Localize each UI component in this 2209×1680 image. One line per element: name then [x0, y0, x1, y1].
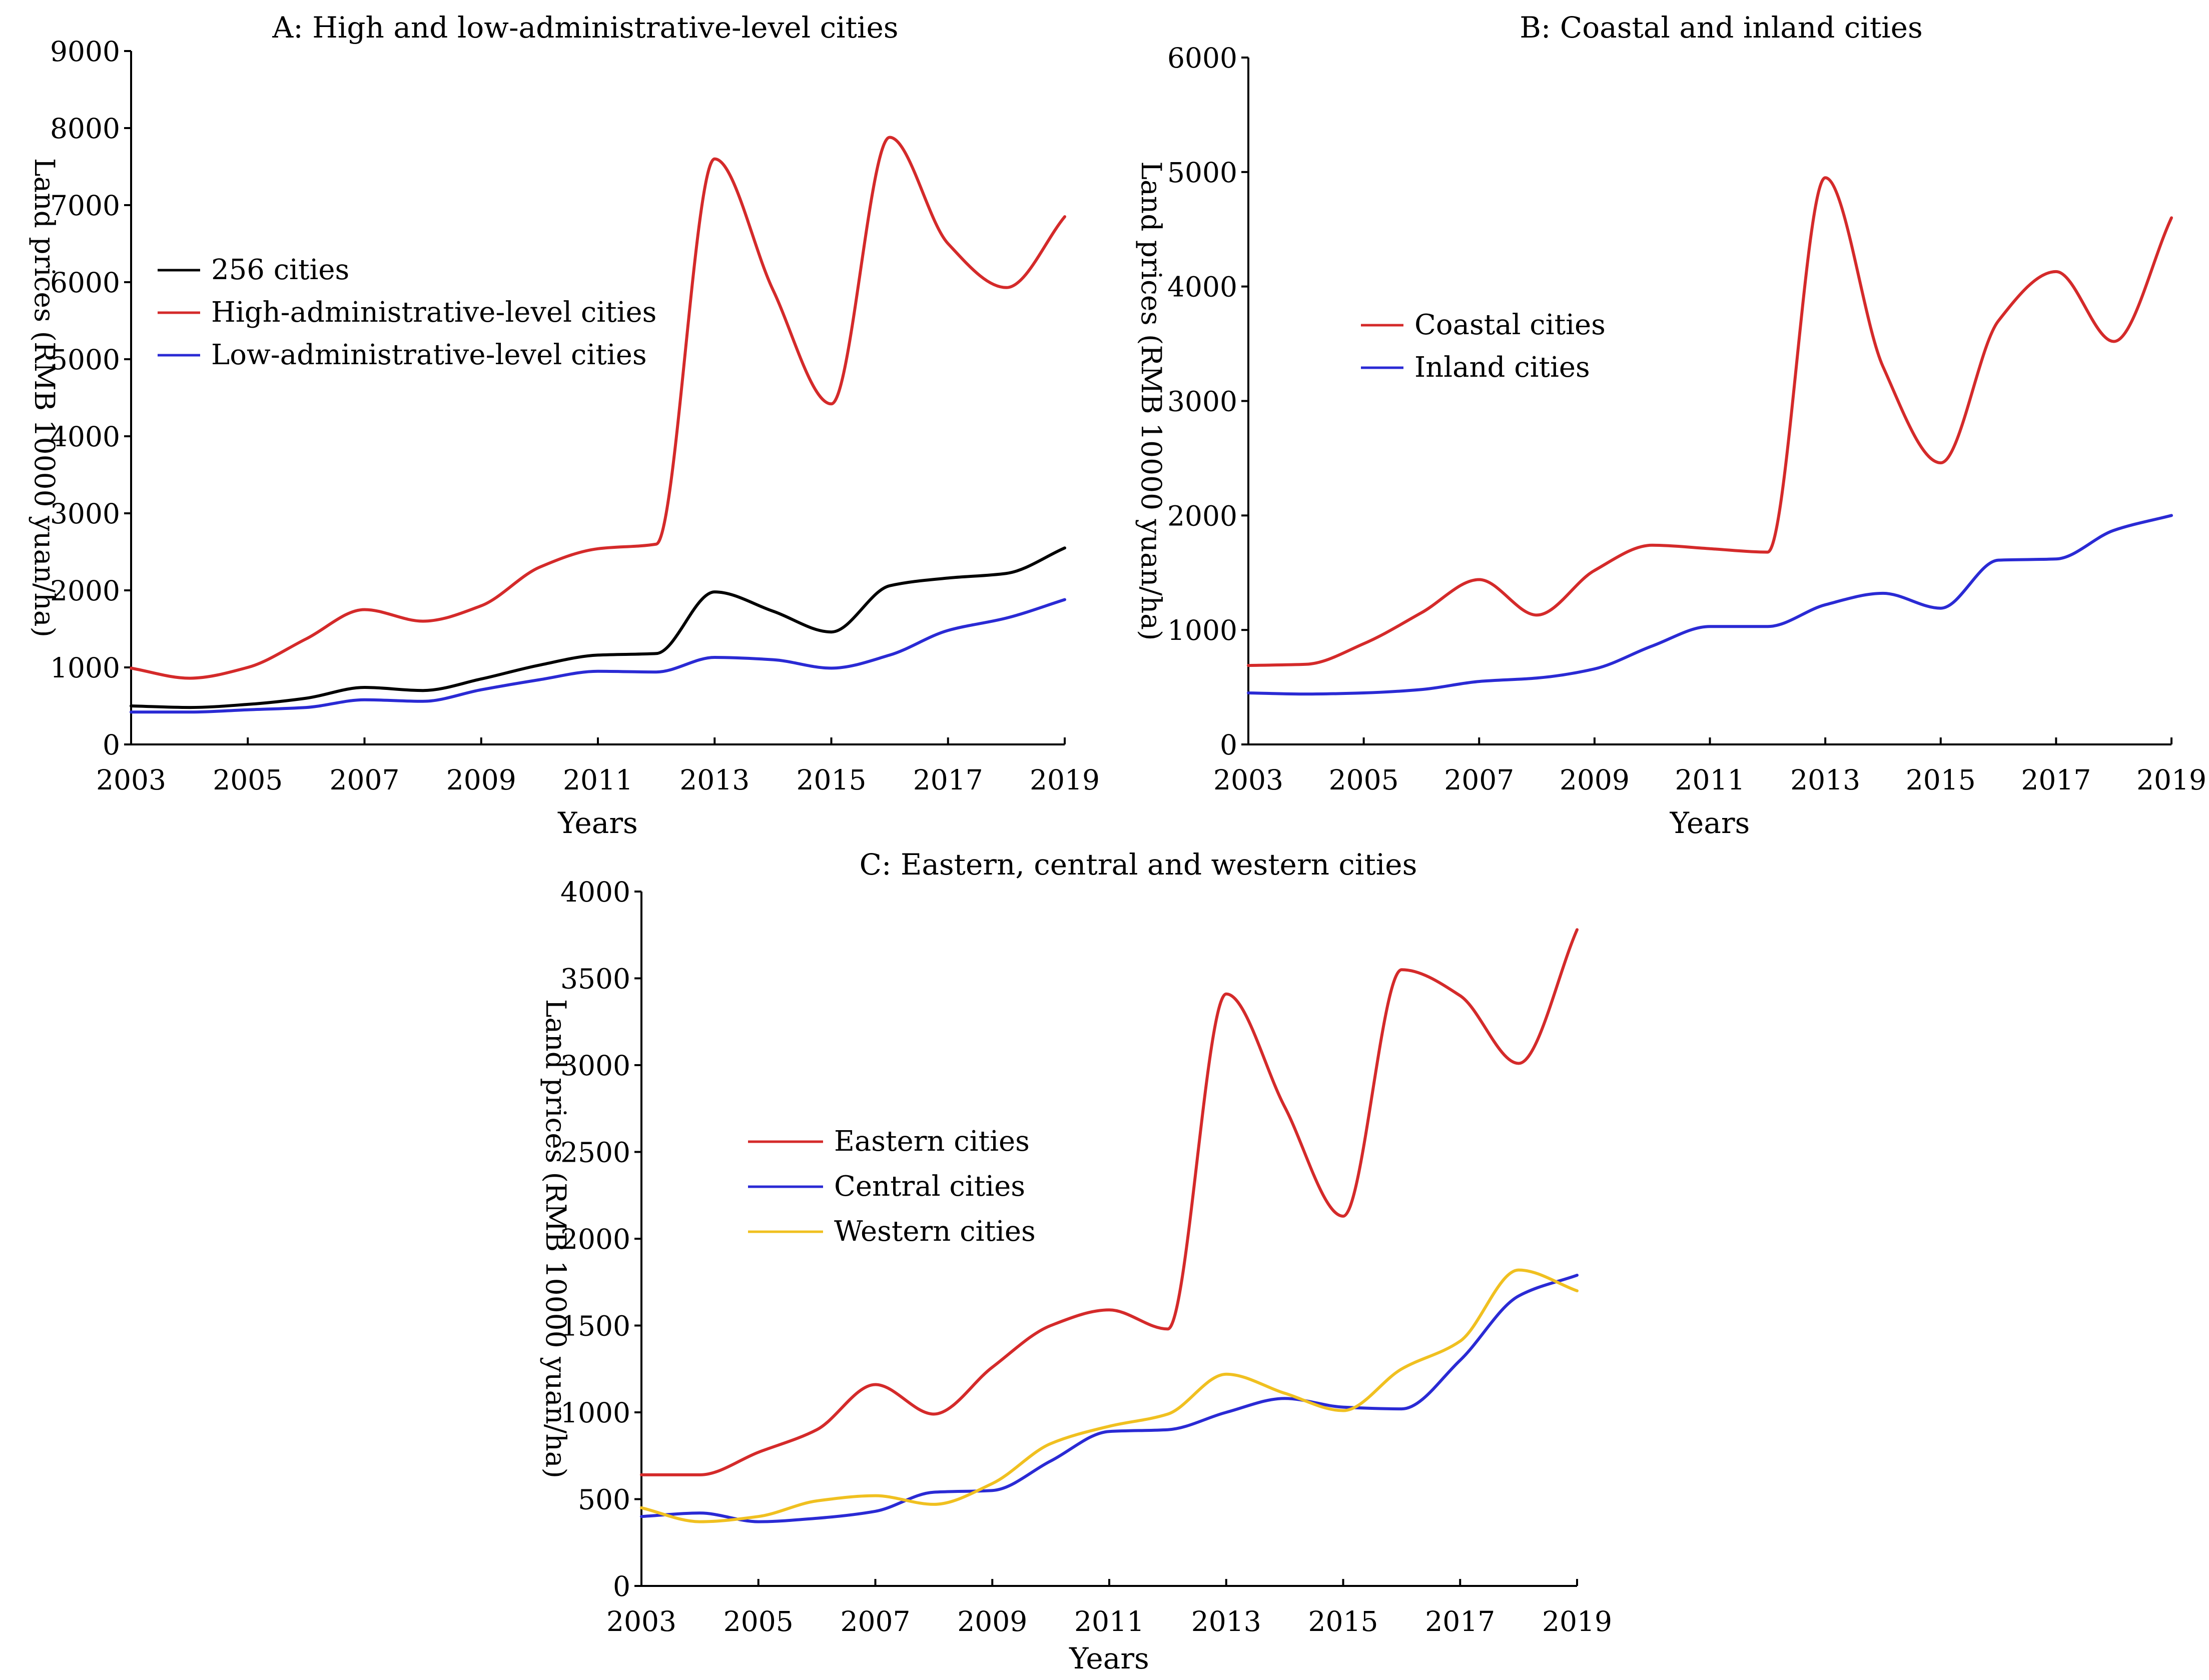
legend-label: High-administrative-level cities	[211, 296, 656, 329]
series-line-inland-cities	[1247, 514, 2173, 696]
series-line-low-administrative-level-cities	[130, 598, 1066, 714]
y-tick-label: 4000	[560, 876, 630, 908]
x-tick-label: 2005	[1329, 764, 1399, 796]
x-tick-label: 2011	[1074, 1605, 1144, 1637]
x-tick-label: 2007	[330, 764, 400, 796]
legend-label: Western cities	[834, 1215, 1036, 1248]
y-tick-label: 2000	[50, 575, 120, 607]
series-line-high-administrative-level-cities	[130, 136, 1066, 680]
y-tick-label: 8000	[50, 113, 120, 145]
y-tick-label: 2000	[560, 1223, 630, 1255]
y-tick-label: 3000	[1167, 386, 1237, 418]
chart-title: B: Coastal and inland cities	[1520, 11, 1923, 45]
y-tick-label: 5000	[1167, 157, 1237, 189]
x-tick-label: 2011	[563, 764, 633, 796]
y-tick-label: 0	[1220, 729, 1237, 761]
y-tick-label: 1000	[560, 1397, 630, 1429]
chart-panel-a: A: High and low-administrative-level cit…	[29, 11, 1100, 840]
y-tick-label: 1000	[50, 652, 120, 684]
x-tick-label: 2003	[606, 1605, 676, 1637]
x-tick-label: 2003	[1213, 764, 1283, 796]
chart-title: A: High and low-administrative-level cit…	[272, 11, 898, 45]
y-axis-label: Land prices (RMB 10000 yuan/ha)	[29, 158, 61, 637]
y-tick-label: 7000	[50, 190, 120, 222]
y-tick-label: 9000	[50, 36, 120, 68]
x-axis-label: Years	[557, 806, 638, 840]
y-tick-label: 500	[578, 1484, 630, 1516]
x-tick-label: 2005	[213, 764, 283, 796]
x-tick-label: 2015	[1308, 1605, 1378, 1637]
y-tick-label: 2000	[1167, 500, 1237, 532]
y-tick-label: 4000	[50, 421, 120, 453]
legend-label: Inland cities	[1414, 351, 1590, 384]
x-tick-label: 2013	[679, 764, 750, 796]
legend-label: Low-administrative-level cities	[211, 339, 647, 371]
legend-label: Eastern cities	[834, 1125, 1030, 1158]
x-tick-label: 2013	[1191, 1605, 1261, 1637]
y-tick-label: 5000	[50, 344, 120, 376]
legend-label: 256 cities	[211, 254, 349, 286]
x-tick-label: 2017	[913, 764, 983, 796]
x-tick-label: 2019	[1542, 1605, 1612, 1637]
x-tick-label: 2007	[1444, 764, 1514, 796]
series-line-central-cities	[640, 1273, 1579, 1523]
y-axis-label: Land prices (RMB 10000 yuan/ha)	[1135, 161, 1167, 640]
y-axis-label: Land prices (RMB 10000 yuan/ha)	[540, 999, 572, 1478]
x-tick-label: 2017	[1425, 1605, 1495, 1637]
x-tick-label: 2007	[841, 1605, 911, 1637]
chart-title: C: Eastern, central and western cities	[860, 848, 1417, 882]
x-tick-label: 2015	[1906, 764, 1976, 796]
x-tick-label: 2009	[1560, 764, 1630, 796]
y-tick-label: 3500	[560, 963, 630, 995]
series-line-coastal-cities	[1247, 176, 2173, 667]
x-tick-label: 2015	[797, 764, 867, 796]
y-tick-label: 1500	[560, 1310, 630, 1342]
y-tick-label: 6000	[1167, 42, 1237, 74]
x-tick-label: 2009	[957, 1605, 1027, 1637]
x-tick-label: 2013	[1790, 764, 1860, 796]
y-tick-label: 4000	[1167, 271, 1237, 303]
x-tick-label: 2019	[1030, 764, 1100, 796]
series-line-western-cities	[640, 1268, 1579, 1523]
x-tick-label: 2009	[446, 764, 516, 796]
x-tick-label: 2003	[96, 764, 166, 796]
x-tick-label: 2011	[1675, 764, 1745, 796]
y-tick-label: 0	[103, 729, 120, 761]
series-line-256-cities	[130, 546, 1066, 709]
y-tick-label: 2500	[560, 1137, 630, 1169]
x-tick-label: 2017	[2021, 764, 2091, 796]
y-tick-label: 3000	[560, 1050, 630, 1082]
y-tick-label: 0	[613, 1570, 630, 1602]
legend-label: Central cities	[834, 1170, 1025, 1203]
y-tick-label: 1000	[1167, 614, 1237, 646]
y-tick-label: 6000	[50, 267, 120, 299]
x-axis-label: Years	[1069, 1641, 1149, 1675]
series-line-eastern-cities	[640, 928, 1579, 1476]
legend-label: Coastal cities	[1414, 309, 1606, 341]
y-tick-label: 3000	[50, 498, 120, 530]
x-axis-label: Years	[1670, 806, 1750, 840]
chart-panel-b: B: Coastal and inland cities 0 1000 2000 300…	[1135, 11, 2206, 840]
chart-panel-c: C: Eastern, central and western cities 0 5…	[540, 848, 1612, 1675]
x-tick-label: 2019	[2136, 764, 2206, 796]
x-tick-label: 2005	[723, 1605, 794, 1637]
